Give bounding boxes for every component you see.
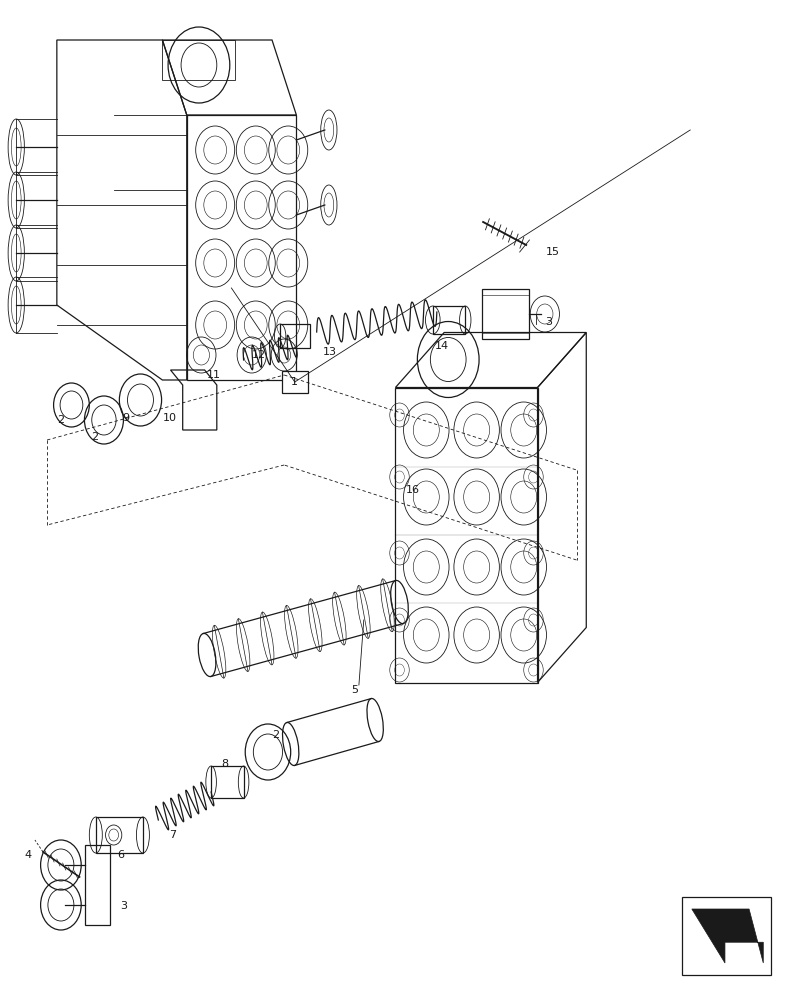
Text: 12: 12: [251, 350, 265, 360]
Text: 14: 14: [434, 341, 448, 351]
Text: 11: 11: [207, 370, 221, 380]
Text: 5: 5: [350, 685, 358, 695]
Text: 8: 8: [221, 759, 228, 769]
Text: 6: 6: [118, 850, 125, 860]
Text: 13: 13: [323, 347, 337, 357]
Text: 16: 16: [406, 485, 419, 495]
Text: 3: 3: [545, 317, 552, 327]
Polygon shape: [691, 909, 762, 963]
Text: 9: 9: [122, 413, 129, 423]
Text: 2: 2: [91, 432, 98, 442]
Text: 15: 15: [545, 247, 559, 257]
Text: 2: 2: [57, 415, 64, 425]
Bar: [481, 289, 528, 339]
Text: 4: 4: [24, 850, 32, 860]
Text: 10: 10: [162, 413, 176, 423]
Text: 1: 1: [291, 377, 298, 387]
Text: 3: 3: [120, 901, 127, 911]
Text: 2: 2: [272, 730, 279, 740]
Text: 7: 7: [169, 830, 176, 840]
Bar: [281, 371, 307, 393]
Bar: [681, 897, 770, 975]
